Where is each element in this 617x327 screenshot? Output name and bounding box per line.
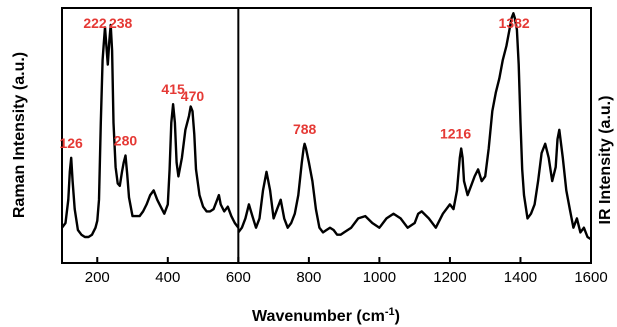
series-group	[61, 12, 592, 241]
ir-spectrum-line	[237, 12, 592, 241]
peak-label: 126	[59, 135, 83, 151]
peak-label: 415	[161, 81, 185, 97]
x-tick-label: 200	[85, 269, 110, 286]
x-tick-label: 1400	[504, 269, 537, 286]
peak-label: 280	[114, 132, 138, 148]
x-tick-label: 1200	[433, 269, 466, 286]
peak-label: 470	[181, 88, 205, 104]
x-tick-label: 1000	[363, 269, 396, 286]
y-axis-title-left: Raman Intensity (a.u.)	[11, 52, 28, 218]
raman-spectrum-line	[61, 23, 240, 239]
y-axis-title-right: IR Intensity (a.u.)	[597, 96, 614, 225]
peak-label: 1382	[499, 15, 530, 31]
x-ticks: 200 400 600 800 1000 1200 1400 1600	[85, 257, 608, 286]
x-tick-label: 800	[296, 269, 321, 286]
x-tick-label: 400	[155, 269, 180, 286]
peak-label: 222	[83, 15, 107, 31]
peak-label: 238	[109, 15, 133, 31]
plot-frame	[61, 7, 592, 264]
peak-label: 1216	[440, 125, 471, 141]
peak-label: 788	[293, 121, 317, 137]
x-tick-label: 1600	[574, 269, 607, 286]
x-axis-title: Wavenumber (cm-1)	[252, 306, 400, 325]
x-tick-label: 600	[226, 269, 251, 286]
